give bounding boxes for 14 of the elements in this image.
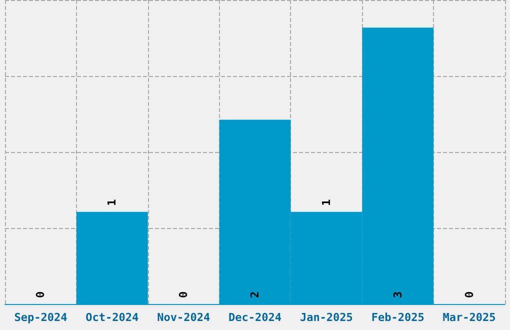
data-label: 0 — [177, 291, 190, 298]
x-tick-label: Feb-2025 — [371, 311, 424, 324]
data-label: 1 — [320, 198, 333, 206]
x-tick-label: Sep-2024 — [14, 311, 68, 324]
x-tick-label: Nov-2024 — [157, 311, 210, 324]
data-label: 3 — [391, 291, 404, 298]
data-label: 0 — [462, 291, 476, 298]
x-tick-label: Dec-2024 — [228, 311, 282, 324]
data-label: 0 — [34, 291, 48, 298]
data-label: 1 — [106, 198, 119, 206]
x-tick-label: Jan-2025 — [300, 311, 353, 324]
x-tick-label: Oct-2024 — [86, 311, 140, 324]
data-label: 2 — [248, 291, 262, 298]
x-tick-label: Mar-2025 — [442, 311, 496, 324]
